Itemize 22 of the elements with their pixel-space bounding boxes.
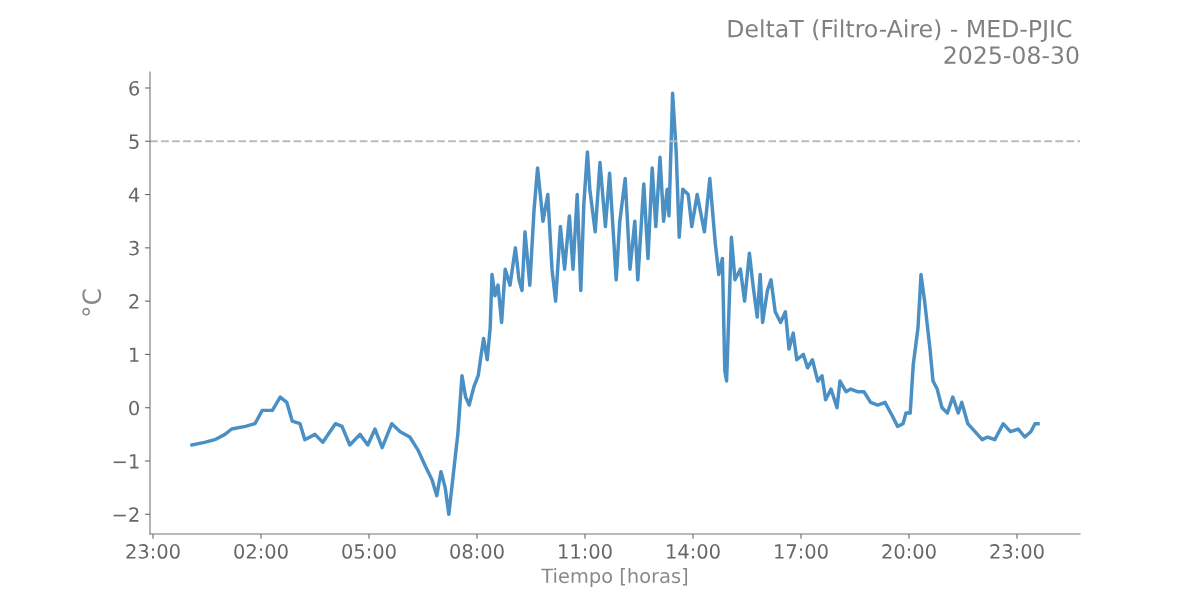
y-tick-label: −1 <box>113 454 139 469</box>
x-tick-label: 11:00 <box>559 544 612 559</box>
y-tick-label: 1 <box>130 347 139 362</box>
y-tick-label: 4 <box>128 187 140 202</box>
y-tick-label: 0 <box>129 400 139 416</box>
y-tick-label: 3 <box>129 240 139 256</box>
x-tick-label: 08:00 <box>450 544 504 559</box>
x-tick-label: 05:00 <box>342 544 396 559</box>
x-tick-label: 23:00 <box>126 544 180 559</box>
y-tick-label: 5 <box>129 134 139 149</box>
y-tick-label: 2 <box>129 294 139 309</box>
line-series <box>190 91 1040 517</box>
y-tick-label: 6 <box>129 80 140 96</box>
y-tick-label: −2 <box>113 507 139 522</box>
chart-title: DeltaT (Filtro-Aire) - MED-PJIC 2025-08-30 <box>728 19 1079 64</box>
y-axis-title: °C <box>82 289 102 316</box>
x-tick-label: 14:00 <box>667 544 720 559</box>
x-tick-label: 23:00 <box>990 544 1044 559</box>
x-axis-title: Tiempo [horas] <box>541 568 688 587</box>
x-tick-label: 20:00 <box>882 544 936 559</box>
x-tick-label: 17:00 <box>775 544 828 559</box>
x-tick-label: 02:00 <box>234 544 288 559</box>
